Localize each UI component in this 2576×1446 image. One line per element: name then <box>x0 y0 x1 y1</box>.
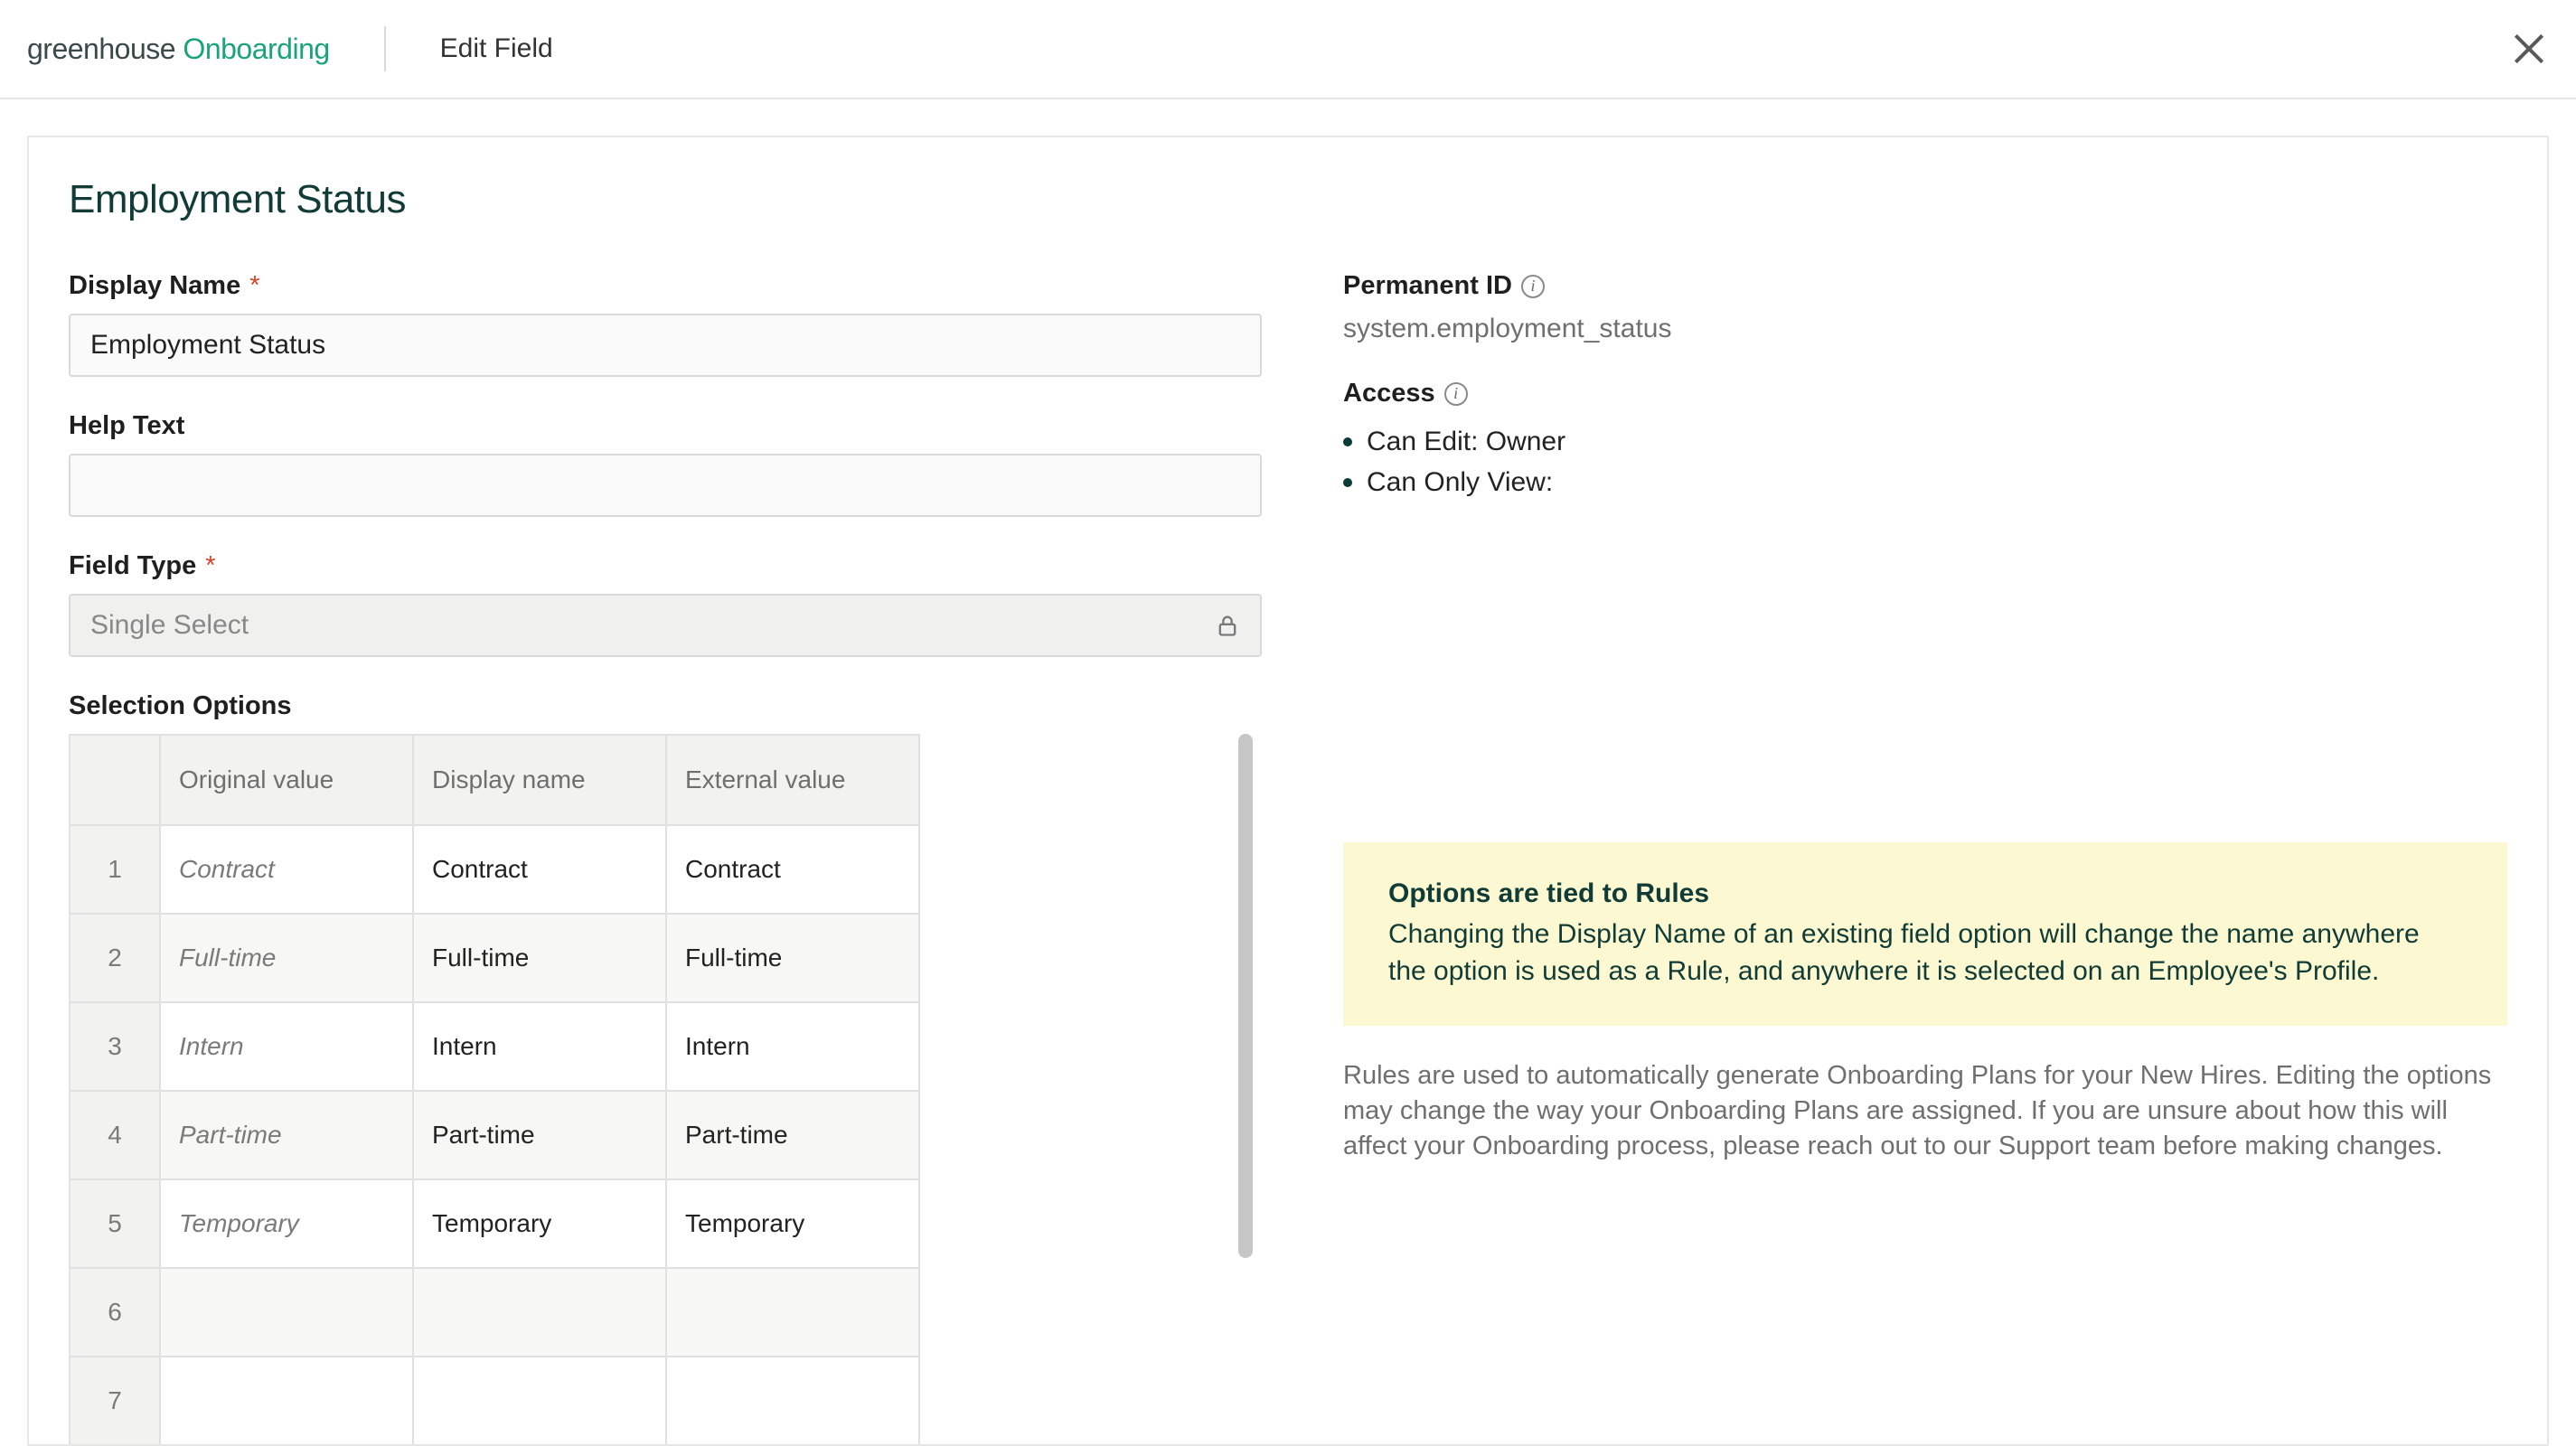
table-row: 7 <box>70 1357 919 1445</box>
cell-original-value[interactable] <box>160 1268 413 1357</box>
brand-text-right: Onboarding <box>183 33 329 65</box>
rules-callout-title: Options are tied to Rules <box>1388 878 2462 909</box>
display-name-label: Display Name <box>69 271 240 301</box>
table-row: 6 <box>70 1268 919 1357</box>
cell-display-name[interactable] <box>413 1357 666 1445</box>
cell-external-value[interactable] <box>666 1268 919 1357</box>
options-col-rownum <box>70 735 160 825</box>
cell-original-value[interactable]: Intern <box>160 1002 413 1091</box>
left-column: Display Name * Help Text Field Type * Si… <box>69 271 1262 1446</box>
main-card: Employment Status Display Name * Help Te… <box>27 136 2549 1446</box>
rules-callout-body: Changing the Display Name of an existing… <box>1388 916 2462 990</box>
options-col-display: Display name <box>413 735 666 825</box>
cell-original-value[interactable]: Part-time <box>160 1091 413 1179</box>
access-list: Can Edit: OwnerCan Only View: <box>1343 421 2507 502</box>
options-col-external: External value <box>666 735 919 825</box>
cell-display-name[interactable]: Part-time <box>413 1091 666 1179</box>
table-row: 3InternInternIntern <box>70 1002 919 1091</box>
options-scrollbar[interactable] <box>1238 734 1253 1258</box>
cell-external-value[interactable]: Full-time <box>666 914 919 1002</box>
cell-display-name[interactable]: Contract <box>413 825 666 914</box>
row-number: 6 <box>70 1268 160 1357</box>
rules-note: Rules are used to automatically generate… <box>1343 1058 2507 1164</box>
row-number: 5 <box>70 1179 160 1268</box>
access-label: Access <box>1343 379 1435 408</box>
options-table-wrap: Original value Display name External val… <box>69 734 1262 1446</box>
table-row: 4Part-timePart-timePart-time <box>70 1091 919 1179</box>
brand-text-left: greenhouse <box>27 33 175 65</box>
breadcrumb: Edit Field <box>440 33 553 64</box>
info-icon[interactable]: i <box>1521 275 1545 298</box>
row-number: 2 <box>70 914 160 1002</box>
cell-original-value[interactable] <box>160 1357 413 1445</box>
close-icon <box>2509 29 2549 69</box>
access-group: Access i Can Edit: OwnerCan Only View: <box>1343 379 2507 502</box>
cell-display-name[interactable]: Intern <box>413 1002 666 1091</box>
table-row: 1ContractContractContract <box>70 825 919 914</box>
rules-callout: Options are tied to Rules Changing the D… <box>1343 842 2507 1026</box>
help-text-label: Help Text <box>69 411 184 441</box>
permanent-id-value: system.employment_status <box>1343 314 2507 344</box>
cell-display-name[interactable] <box>413 1268 666 1357</box>
display-name-group: Display Name * <box>69 271 1262 377</box>
selection-options-group: Selection Options Original value Display… <box>69 691 1262 1446</box>
required-indicator: * <box>249 271 259 301</box>
info-icon[interactable]: i <box>1444 382 1468 406</box>
row-number: 3 <box>70 1002 160 1091</box>
cell-external-value[interactable]: Temporary <box>666 1179 919 1268</box>
cell-original-value[interactable]: Temporary <box>160 1179 413 1268</box>
field-type-input-locked: Single Select <box>69 594 1262 657</box>
table-row: 2Full-timeFull-timeFull-time <box>70 914 919 1002</box>
cell-external-value[interactable]: Contract <box>666 825 919 914</box>
table-row: 5TemporaryTemporaryTemporary <box>70 1179 919 1268</box>
spacer <box>1343 537 2507 842</box>
options-col-original: Original value <box>160 735 413 825</box>
options-table-scroll: Original value Display name External val… <box>69 734 920 1446</box>
cell-external-value[interactable]: Intern <box>666 1002 919 1091</box>
row-number: 7 <box>70 1357 160 1445</box>
cell-display-name[interactable]: Full-time <box>413 914 666 1002</box>
row-number: 4 <box>70 1091 160 1179</box>
cell-external-value[interactable]: Part-time <box>666 1091 919 1179</box>
options-scrollbar-thumb[interactable] <box>1238 734 1253 1258</box>
brand-logo: greenhouse Onboarding <box>27 33 330 66</box>
close-button[interactable] <box>2509 29 2549 69</box>
top-bar: greenhouse Onboarding Edit Field <box>0 0 2576 99</box>
lock-icon <box>1215 613 1240 638</box>
options-table: Original value Display name External val… <box>69 734 920 1446</box>
selection-options-label: Selection Options <box>69 691 292 721</box>
cell-original-value[interactable]: Full-time <box>160 914 413 1002</box>
required-indicator: * <box>205 551 215 581</box>
cell-original-value[interactable]: Contract <box>160 825 413 914</box>
divider <box>384 26 386 71</box>
access-list-item: Can Only View: <box>1343 462 2507 502</box>
row-number: 1 <box>70 825 160 914</box>
cell-external-value[interactable] <box>666 1357 919 1445</box>
field-type-label: Field Type <box>69 551 196 581</box>
help-text-group: Help Text <box>69 411 1262 517</box>
permanent-id-group: Permanent ID i system.employment_status <box>1343 271 2507 344</box>
field-type-group: Field Type * Single Select <box>69 551 1262 657</box>
display-name-input[interactable] <box>69 314 1262 377</box>
cell-display-name[interactable]: Temporary <box>413 1179 666 1268</box>
permanent-id-label: Permanent ID <box>1343 271 1512 301</box>
field-type-value: Single Select <box>90 610 249 641</box>
access-list-item: Can Edit: Owner <box>1343 421 2507 462</box>
page-title: Employment Status <box>69 177 2507 222</box>
two-column-layout: Display Name * Help Text Field Type * Si… <box>69 271 2507 1446</box>
help-text-input[interactable] <box>69 454 1262 517</box>
right-column: Permanent ID i system.employment_status … <box>1343 271 2507 1446</box>
